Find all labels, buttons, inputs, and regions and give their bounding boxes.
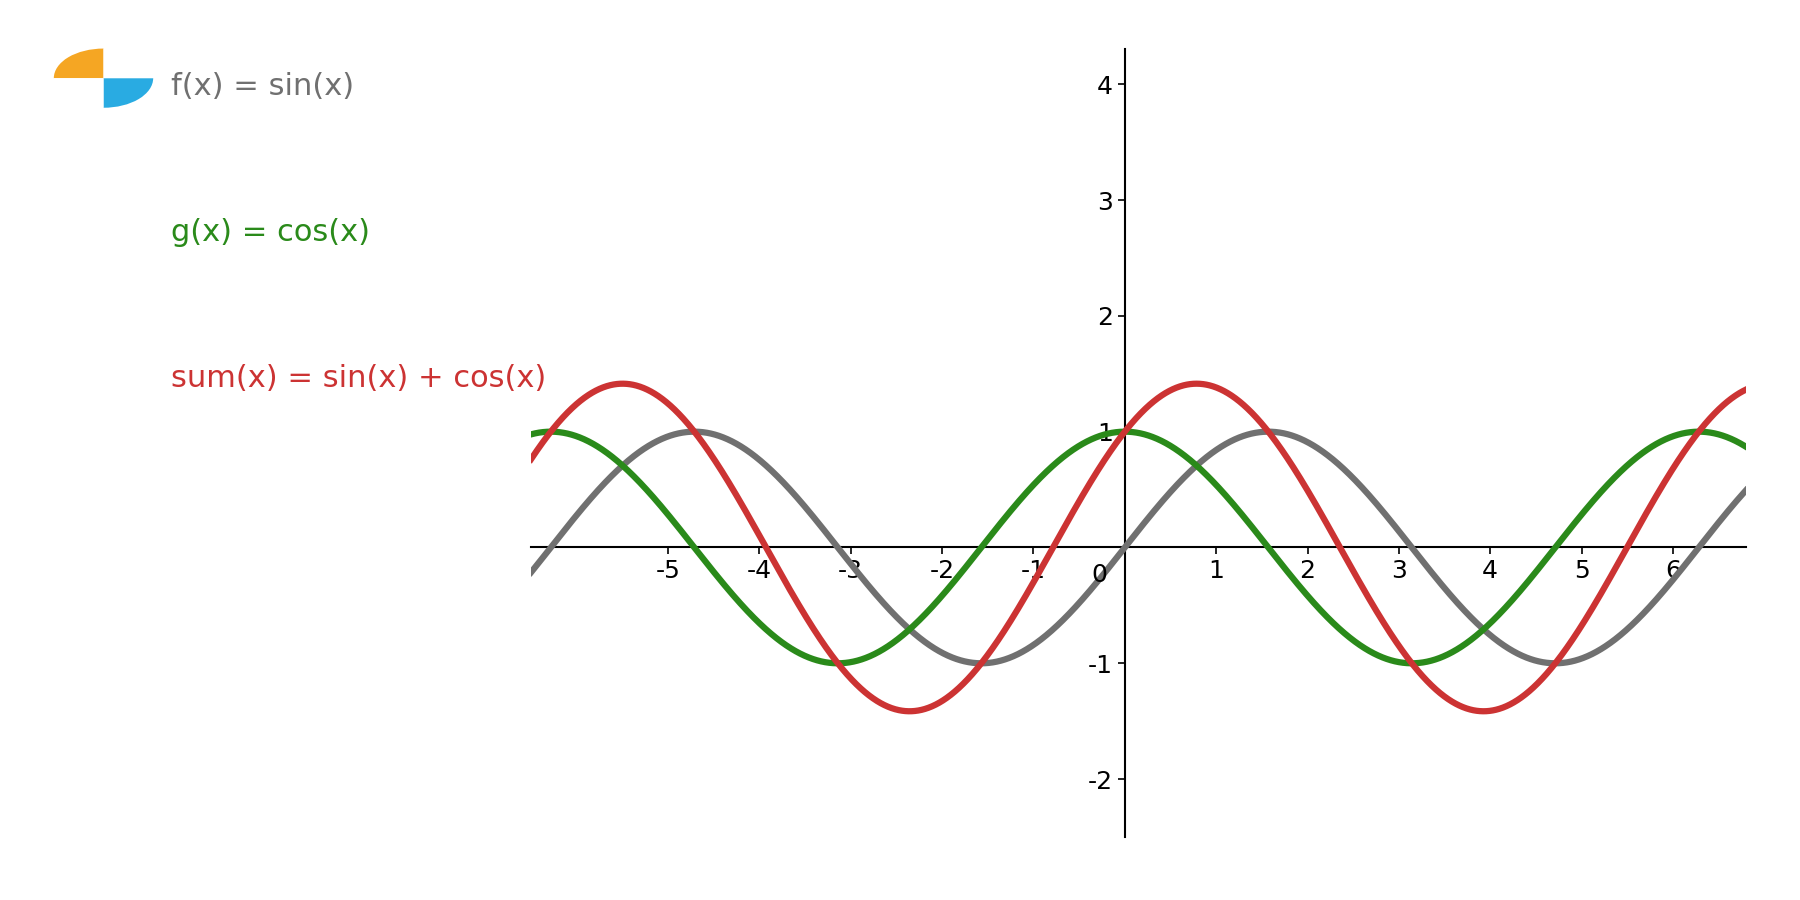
Text: sum(x) = sin(x) + cos(x): sum(x) = sin(x) + cos(x) [171,364,545,392]
Text: g(x) = cos(x): g(x) = cos(x) [171,218,371,247]
Wedge shape [103,78,153,108]
Wedge shape [54,78,104,108]
Wedge shape [104,49,153,78]
Text: STORY OF MATHEMATICS: STORY OF MATHEMATICS [67,148,140,152]
Wedge shape [54,49,104,78]
Text: f(x) = sin(x): f(x) = sin(x) [171,72,355,101]
Text: SOM: SOM [81,120,126,138]
Text: 0: 0 [1091,562,1107,587]
